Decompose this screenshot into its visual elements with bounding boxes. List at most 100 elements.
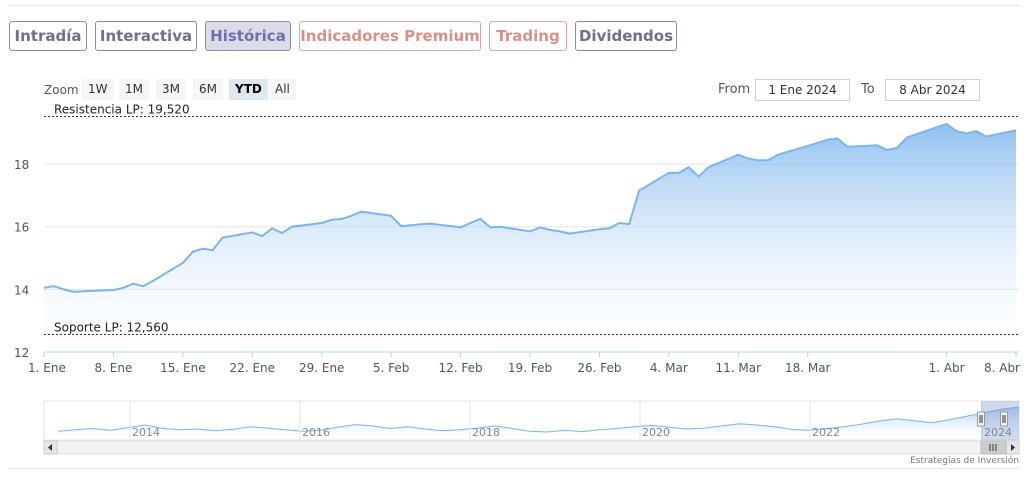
data-point bbox=[351, 215, 353, 217]
data-point bbox=[549, 229, 551, 231]
data-point bbox=[360, 211, 362, 213]
data-point bbox=[291, 226, 293, 228]
data-point bbox=[608, 227, 610, 229]
x-tick-label: 29. Ene bbox=[299, 361, 344, 375]
navigator-year-label: 2022 bbox=[812, 426, 840, 439]
data-point bbox=[638, 190, 640, 192]
zoom-all-button[interactable]: All bbox=[269, 79, 296, 100]
navigator-handle[interactable] bbox=[1000, 411, 1008, 427]
scrollbar-track[interactable] bbox=[43, 440, 1020, 455]
data-point bbox=[222, 237, 224, 239]
data-point bbox=[886, 149, 888, 151]
tab-dividendos[interactable]: Dividendos bbox=[575, 21, 677, 51]
y-tick-label: 12 bbox=[14, 346, 29, 360]
tab-interactiva[interactable]: Interactiva bbox=[95, 21, 197, 51]
data-point bbox=[341, 218, 343, 220]
zoom-3m-button[interactable]: 3M bbox=[156, 79, 186, 100]
data-point bbox=[539, 226, 541, 228]
scroll-right-button[interactable] bbox=[1005, 440, 1020, 455]
data-point bbox=[499, 226, 501, 228]
data-point bbox=[212, 249, 214, 251]
data-point bbox=[410, 224, 412, 226]
x-tick-label: 26. Feb bbox=[577, 361, 621, 375]
data-point bbox=[251, 231, 253, 233]
data-point bbox=[975, 130, 977, 132]
navigator-handle[interactable] bbox=[977, 411, 985, 427]
data-point bbox=[598, 228, 600, 230]
y-tick-label: 18 bbox=[14, 158, 29, 172]
data-point bbox=[817, 142, 819, 144]
data-point bbox=[668, 172, 670, 174]
tab-trading[interactable]: Trading bbox=[489, 21, 567, 51]
data-point bbox=[112, 289, 114, 291]
data-point bbox=[529, 230, 531, 232]
zoom-ytd-button[interactable]: YTD bbox=[229, 79, 268, 100]
data-point bbox=[837, 137, 839, 139]
data-point bbox=[261, 235, 263, 237]
tab-indicadores-premium[interactable]: Indicadores Premium bbox=[299, 21, 481, 51]
data-point bbox=[192, 251, 194, 253]
data-point bbox=[460, 226, 462, 228]
navigator-year-label: 2016 bbox=[302, 426, 330, 439]
series-line bbox=[43, 122, 1017, 293]
tab-intradia[interactable]: Intradía bbox=[9, 21, 87, 51]
data-point bbox=[757, 159, 759, 161]
y-tick-label: 16 bbox=[14, 221, 29, 235]
scrollbar-thumb[interactable] bbox=[980, 440, 1007, 455]
from-date-input[interactable]: 1 Ene 2024 bbox=[755, 79, 850, 101]
data-point bbox=[73, 291, 75, 293]
data-point bbox=[827, 139, 829, 141]
series-area-fill bbox=[44, 124, 1016, 352]
data-point bbox=[1015, 129, 1017, 131]
x-tick-label: 8. Ene bbox=[95, 361, 133, 375]
x-tick-label: 1. Ene bbox=[28, 361, 66, 375]
data-point bbox=[122, 287, 124, 289]
data-point bbox=[767, 159, 769, 161]
data-point bbox=[807, 145, 809, 147]
x-tick-label: 19. Feb bbox=[508, 361, 552, 375]
data-point bbox=[569, 233, 571, 235]
data-point bbox=[698, 176, 700, 178]
x-tick-label: 12. Feb bbox=[438, 361, 482, 375]
data-point bbox=[132, 283, 134, 285]
series-area bbox=[43, 122, 1017, 352]
x-tick-label: 5. Feb bbox=[373, 361, 410, 375]
navigator[interactable]: 2014 2016 2018 2020 2022 2024 bbox=[43, 400, 1020, 455]
data-point bbox=[985, 136, 987, 138]
credit-label: Estrategias de Inversión bbox=[910, 456, 1019, 466]
x-tick-label: 8. Abr bbox=[984, 361, 1020, 375]
x-tick-label: 15. Ene bbox=[160, 361, 205, 375]
x-axis: 1. Ene 8. Ene 15. Ene 22. Ene 29. Ene 5. Feb 1… bbox=[28, 352, 1020, 375]
resistance-label: Resistencia LP: 19,520 bbox=[54, 103, 190, 117]
x-tick-label: 18. Mar bbox=[785, 361, 831, 375]
data-point bbox=[83, 290, 85, 292]
data-point bbox=[321, 222, 323, 224]
data-point bbox=[53, 285, 55, 287]
data-point bbox=[896, 147, 898, 149]
scroll-left-button[interactable] bbox=[43, 440, 58, 455]
x-tick-label: 11. Mar bbox=[716, 361, 762, 375]
tab-historica[interactable]: Histórica bbox=[205, 21, 291, 51]
data-point bbox=[63, 288, 65, 290]
top-divider bbox=[8, 5, 1020, 6]
navigator-year-label: 2020 bbox=[642, 426, 670, 439]
plot-lines: Resistencia LP: 19,520 Soporte LP: 12,560 bbox=[44, 103, 1019, 335]
zoom-1w-button[interactable]: 1W bbox=[82, 79, 114, 100]
data-point bbox=[390, 215, 392, 217]
zoom-1m-button[interactable]: 1M bbox=[119, 79, 149, 100]
data-point bbox=[708, 166, 710, 168]
data-point bbox=[618, 222, 620, 224]
data-point bbox=[956, 130, 958, 132]
data-point bbox=[777, 154, 779, 156]
support-label: Soporte LP: 12,560 bbox=[54, 320, 169, 334]
y-tick-label: 14 bbox=[14, 283, 29, 297]
to-date-input[interactable]: 8 Abr 2024 bbox=[885, 79, 980, 101]
zoom-6m-button[interactable]: 6M bbox=[193, 79, 223, 100]
data-point bbox=[965, 132, 967, 134]
y-axis: 12 14 16 18 bbox=[14, 158, 29, 360]
data-point bbox=[946, 123, 948, 125]
navigator-year-label: 2018 bbox=[472, 426, 500, 439]
data-point bbox=[906, 137, 908, 139]
data-point bbox=[688, 166, 690, 168]
